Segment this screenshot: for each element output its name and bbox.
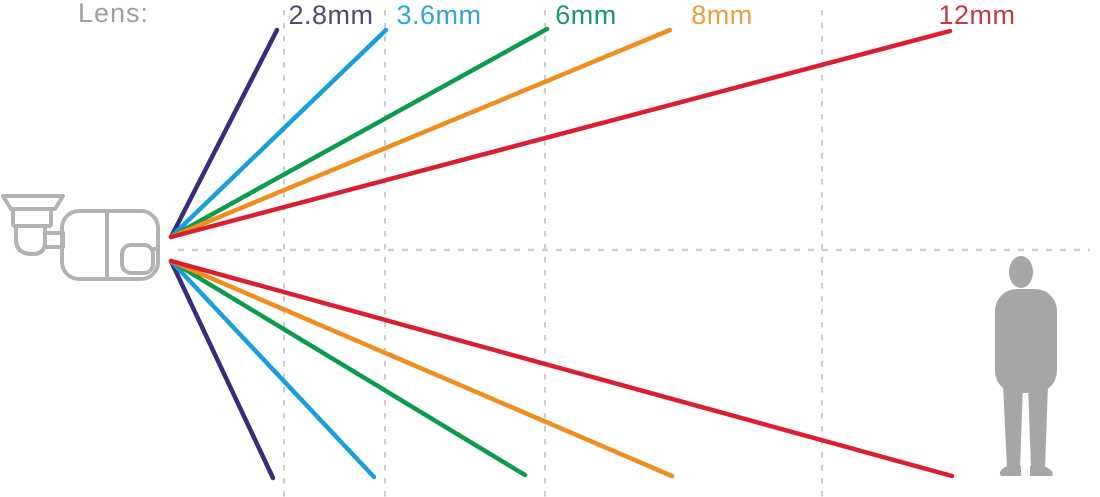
person-head (1009, 256, 1033, 288)
camera-mount-neck (11, 207, 53, 228)
person-left-foot (999, 466, 1021, 476)
fov-beams (168, 26, 955, 481)
lens-labels: 2.8mm 3.6mm 6mm 8mm 12mm (288, 0, 1015, 30)
fov-line-upper-8mm (168, 27, 673, 240)
person-right-foot (1030, 466, 1053, 476)
fov-line-upper-2.8mm (168, 27, 280, 240)
fov-line-lower-8mm (168, 258, 675, 479)
fov-line-lower-6mm (168, 258, 528, 478)
fov-line-upper-3.6mm (168, 27, 389, 240)
lens-label-6mm: 6mm (555, 0, 617, 30)
lens-label-12mm: 12mm (938, 0, 1015, 30)
lens-label-3.6mm: 3.6mm (396, 0, 481, 30)
lens-label-8mm: 8mm (691, 0, 753, 30)
person-left-leg (1003, 385, 1023, 468)
person-torso (995, 289, 1057, 393)
lens-label-2.8mm: 2.8mm (288, 0, 373, 30)
camera-body (60, 209, 160, 281)
fov-line-lower-2.8mm (168, 258, 276, 481)
fov-line-lower-12mm (168, 258, 955, 479)
person-silhouette (995, 256, 1057, 476)
person-right-leg (1028, 385, 1048, 468)
fov-line-upper-6mm (168, 26, 550, 240)
camera-lens-housing (120, 243, 155, 275)
camera-mount-dome (14, 224, 47, 256)
camera-mount-plate (1, 194, 65, 211)
fov-line-lower-3.6mm (168, 258, 377, 480)
distance-gridlines (178, 10, 1090, 497)
fov-line-upper-12mm (168, 28, 953, 240)
legend-label: Lens: (78, 0, 150, 28)
security-camera-icon (1, 194, 160, 281)
